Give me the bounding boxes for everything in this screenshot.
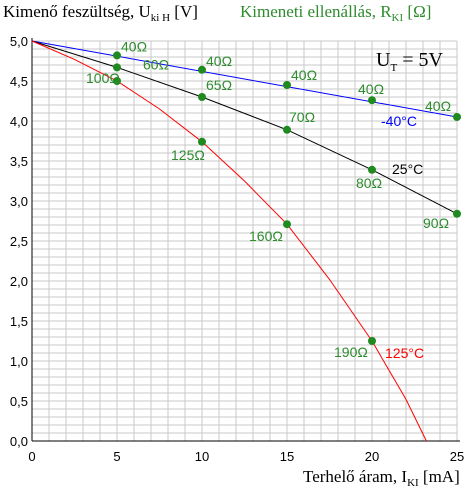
data-point xyxy=(453,113,461,121)
data-point xyxy=(113,63,121,72)
resistance-label: 190Ω xyxy=(334,344,368,360)
data-point xyxy=(368,96,376,105)
y-tick-label: 0,0 xyxy=(10,434,28,449)
resistance-label: 160Ω xyxy=(249,228,283,244)
data-point xyxy=(368,337,376,345)
resistance-label: 80Ω xyxy=(356,175,382,191)
x-tick-label: 25 xyxy=(450,449,464,464)
series-lines xyxy=(31,40,458,442)
x-tick-label: 5 xyxy=(113,449,120,464)
y-tick-label: 2,5 xyxy=(10,234,28,249)
series-label-125: 125°C xyxy=(385,345,424,361)
resistance-label: 70Ω xyxy=(289,109,315,125)
resistance-label: 60Ω xyxy=(143,56,169,72)
resistance-label: 40Ω xyxy=(121,38,147,54)
data-point xyxy=(198,65,206,74)
series-line-0 xyxy=(31,40,458,118)
x-axis-title: Terhelő áram, IKI [mA] xyxy=(303,467,460,488)
resistance-label: 40Ω xyxy=(425,98,451,114)
grid xyxy=(31,40,458,442)
data-point xyxy=(283,81,291,89)
resistance-label: 100Ω xyxy=(86,70,120,86)
series-line-2 xyxy=(31,40,427,442)
y-tick-label: 5,0 xyxy=(10,34,28,49)
resistance-label: 90Ω xyxy=(423,215,449,231)
x-tick-label: 20 xyxy=(365,449,379,464)
resistance-label: 65Ω xyxy=(206,77,232,93)
y-tick-label: 1,5 xyxy=(10,314,28,329)
series-line-1 xyxy=(31,40,458,215)
resistance-label: 40Ω xyxy=(291,67,317,83)
resistance-labels: 40Ω 40Ω 40Ω 40Ω 40Ω 60Ω 65Ω 70Ω 80Ω 90Ω 100Ω 125Ω 16… xyxy=(86,38,451,360)
x-tick-label: 10 xyxy=(195,449,209,464)
data-point xyxy=(198,93,206,101)
data-point xyxy=(368,165,376,174)
data-points xyxy=(113,51,461,345)
x-tick-label: 15 xyxy=(280,449,294,464)
data-point xyxy=(283,220,291,229)
y-tick-labels: 0,0 0,5 1,0 1,5 2,0 2,5 3,0 3,5 4,0 4,5 5,0 xyxy=(10,34,28,449)
resistance-label: 125Ω xyxy=(171,147,205,163)
y-tick-label: 3,0 xyxy=(10,194,28,209)
axes xyxy=(31,38,460,442)
y-axis-title: Kimenő feszültség, Uki H [V] xyxy=(3,2,198,24)
series-label-25: 25°C xyxy=(392,161,423,177)
x-tick-labels: 0 5 10 15 20 25 xyxy=(28,449,464,464)
data-point xyxy=(198,137,206,146)
y-tick-label: 0,5 xyxy=(10,394,28,409)
y-tick-label: 3,5 xyxy=(10,154,28,169)
x-tick-label: 0 xyxy=(28,449,35,464)
supply-voltage-annotation: UT = 5V xyxy=(376,49,443,74)
data-point xyxy=(453,209,461,218)
y-tick-label: 1,0 xyxy=(10,354,28,369)
data-point xyxy=(113,77,121,85)
resistance-label: 40Ω xyxy=(206,53,232,69)
series-label-minus40: -40°C xyxy=(381,113,417,129)
y-tick-label: 4,0 xyxy=(10,114,28,129)
resistance-label: 40Ω xyxy=(358,81,384,97)
y-tick-label: 2,0 xyxy=(10,274,28,289)
data-point xyxy=(283,125,291,134)
resistance-axis-title: Kimeneti ellenállás, RKI [Ω] xyxy=(240,2,431,24)
data-point xyxy=(113,51,121,60)
y-tick-label: 4,5 xyxy=(10,74,28,89)
